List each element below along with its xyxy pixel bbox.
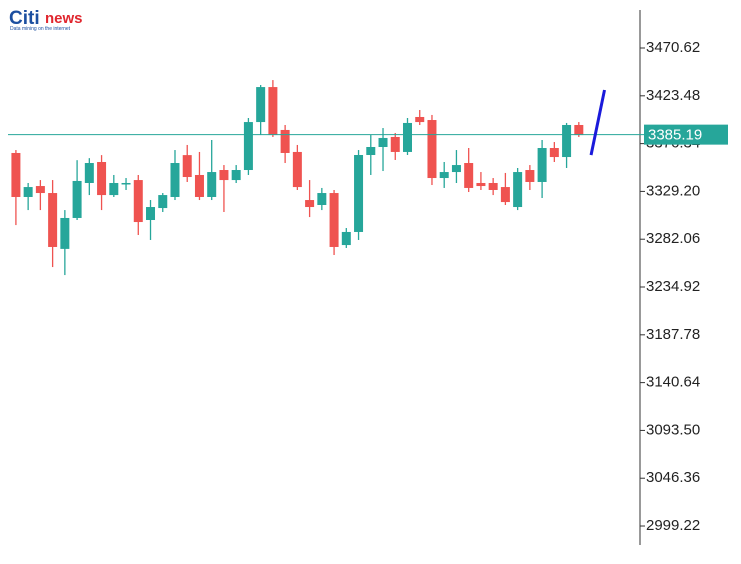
- candle-body: [525, 170, 535, 182]
- candle-body: [133, 180, 143, 223]
- candle-body: [207, 172, 217, 197]
- candle-body: [549, 148, 559, 158]
- logo-tagline: Data mining on the internet: [10, 26, 71, 32]
- logo: Citi news Data mining on the internet: [9, 8, 83, 32]
- candle-body: [390, 136, 400, 152]
- candle-body: [305, 200, 315, 208]
- candle-body: [158, 195, 168, 209]
- candle-body: [170, 163, 180, 197]
- candle-body: [427, 120, 437, 179]
- candle-body: [280, 129, 290, 153]
- candle-body: [537, 148, 547, 182]
- candle-body: [488, 182, 498, 190]
- candle-body: [439, 172, 449, 179]
- candle-body: [574, 124, 584, 136]
- candle-body: [23, 187, 33, 197]
- candle-body: [317, 193, 327, 205]
- y-tick-label: 2999.22: [646, 517, 700, 534]
- candle-body: [231, 170, 241, 181]
- candle-body: [415, 116, 425, 123]
- candle-body: [182, 155, 192, 178]
- candle-body: [451, 165, 461, 173]
- y-tick-label: 3234.92: [646, 278, 700, 295]
- candle-body: [35, 186, 45, 194]
- logo-brand: news: [45, 10, 83, 27]
- y-tick-label: 3093.50: [646, 421, 700, 438]
- candle-body: [11, 152, 21, 197]
- candle-body: [500, 187, 510, 203]
- candle-body: [513, 172, 523, 208]
- candle-body: [366, 146, 376, 156]
- candle-body: [60, 217, 70, 249]
- candle-body: [256, 87, 266, 123]
- candle-body: [72, 180, 82, 218]
- candle-body: [378, 137, 388, 147]
- candle-body: [341, 231, 351, 246]
- candle-body: [146, 207, 156, 221]
- candle-body: [329, 193, 339, 247]
- y-tick-label: 3470.62: [646, 39, 700, 56]
- candle-body: [219, 170, 229, 181]
- candle-body: [562, 124, 572, 158]
- candle-body: [84, 163, 94, 183]
- candle-body: [121, 182, 131, 185]
- candle-body: [243, 122, 253, 171]
- y-tick-label: 3423.48: [646, 87, 700, 104]
- candle-body: [268, 87, 278, 136]
- current-price-box: [644, 124, 728, 145]
- y-tick-label: 3046.36: [646, 469, 700, 486]
- candle-body: [97, 162, 107, 196]
- trend-line: [589, 89, 606, 156]
- candle-body: [292, 151, 302, 188]
- current-price-label: 3385.19: [648, 127, 702, 144]
- candle-body: [194, 174, 204, 197]
- y-tick-label: 3140.64: [646, 374, 700, 391]
- candle-body: [402, 122, 412, 152]
- candle-body: [109, 182, 119, 196]
- y-tick-label: 3282.06: [646, 230, 700, 247]
- y-tick-label: 3187.78: [646, 326, 700, 343]
- candle-body: [48, 193, 58, 247]
- candle-body: [354, 155, 364, 232]
- candle-body: [464, 163, 474, 188]
- candle-body: [476, 182, 486, 187]
- y-tick-label: 3329.20: [646, 182, 700, 199]
- logo-brand: Citi: [9, 8, 40, 29]
